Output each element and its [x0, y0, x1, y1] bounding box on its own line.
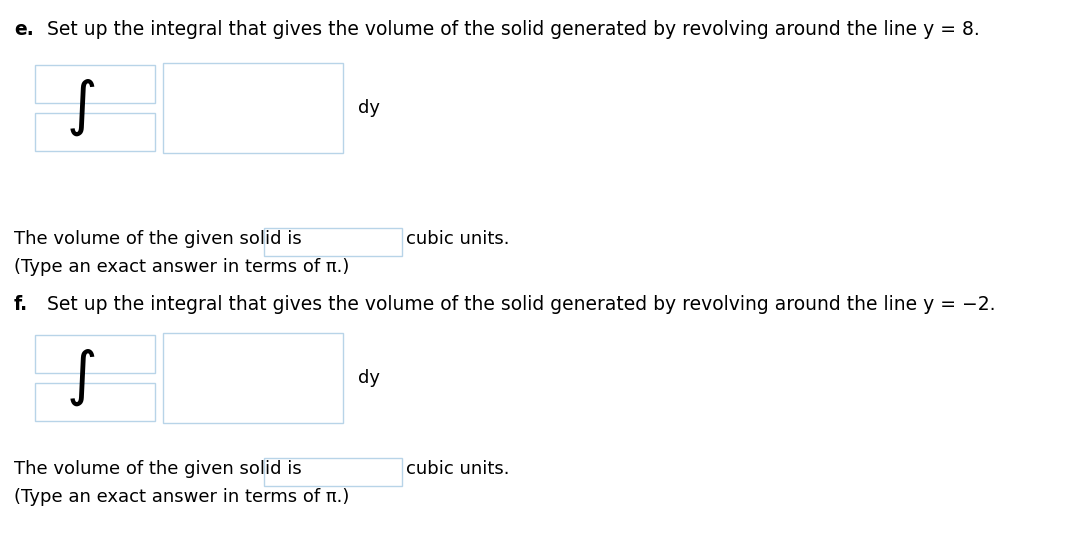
Bar	[163, 63, 343, 153]
Bar	[163, 333, 343, 423]
Text: Set up the integral that gives the volume of the solid generated by revolving ar: Set up the integral that gives the volum…	[34, 295, 995, 314]
Text: e.: e.	[14, 20, 33, 39]
Bar	[34, 113, 155, 151]
Text: $\int$: $\int$	[66, 348, 95, 408]
Text: (Type an exact answer in terms of π.): (Type an exact answer in terms of π.)	[14, 258, 349, 276]
Text: dy: dy	[358, 369, 381, 387]
Text: cubic units.: cubic units.	[406, 230, 510, 248]
Bar	[34, 335, 155, 373]
Bar	[264, 458, 402, 486]
Text: dy: dy	[358, 99, 381, 117]
Text: The volume of the given solid is: The volume of the given solid is	[14, 230, 302, 248]
Text: f.: f.	[14, 295, 28, 314]
Text: (Type an exact answer in terms of π.): (Type an exact answer in terms of π.)	[14, 488, 349, 506]
Bar	[34, 65, 155, 103]
Text: The volume of the given solid is: The volume of the given solid is	[14, 460, 302, 478]
Bar	[34, 383, 155, 421]
Text: cubic units.: cubic units.	[406, 460, 510, 478]
Text: Set up the integral that gives the volume of the solid generated by revolving ar: Set up the integral that gives the volum…	[34, 20, 980, 39]
Bar	[264, 228, 402, 256]
Text: $\int$: $\int$	[66, 78, 95, 138]
